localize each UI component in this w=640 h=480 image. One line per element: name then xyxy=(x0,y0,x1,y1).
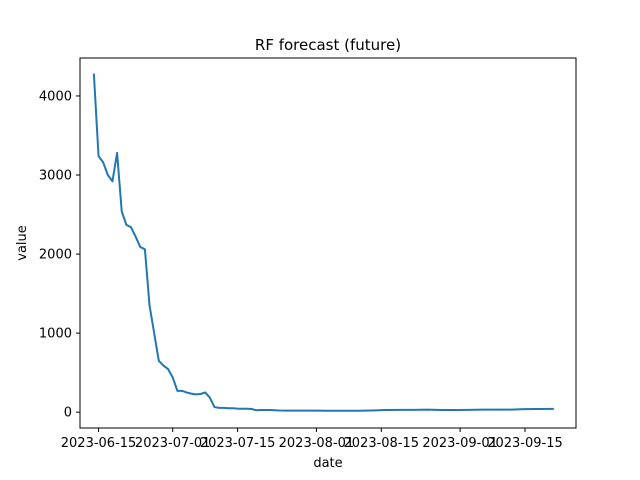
y-tick-label: 0 xyxy=(64,406,72,421)
x-tick-label: 2023-08-01 xyxy=(279,436,355,451)
plot-frame xyxy=(79,57,577,429)
y-axis-title: value xyxy=(15,225,30,261)
x-tick-label: 2023-09-15 xyxy=(487,436,563,451)
series-line-0 xyxy=(92,73,554,412)
x-tick-label: 2023-07-01 xyxy=(135,436,211,451)
y-tick-label: 4000 xyxy=(39,89,72,104)
series-layer xyxy=(92,73,554,412)
x-tick-label: 2023-07-15 xyxy=(200,436,276,451)
y-tick-label: 2000 xyxy=(39,248,72,263)
y-tick-label: 1000 xyxy=(39,327,72,342)
y-axis: 0 1000 2000 3000 4000 xyxy=(39,89,80,421)
x-tick-label: 2023-08-15 xyxy=(344,436,420,451)
plot-area xyxy=(79,57,577,429)
x-tick-label: 2023-06-15 xyxy=(61,436,137,451)
chart-title: RF forecast (future) xyxy=(255,36,401,54)
x-axis-title: date xyxy=(313,456,342,471)
y-tick-label: 3000 xyxy=(39,169,72,184)
x-tick-label: 2023-09-01 xyxy=(422,436,498,451)
